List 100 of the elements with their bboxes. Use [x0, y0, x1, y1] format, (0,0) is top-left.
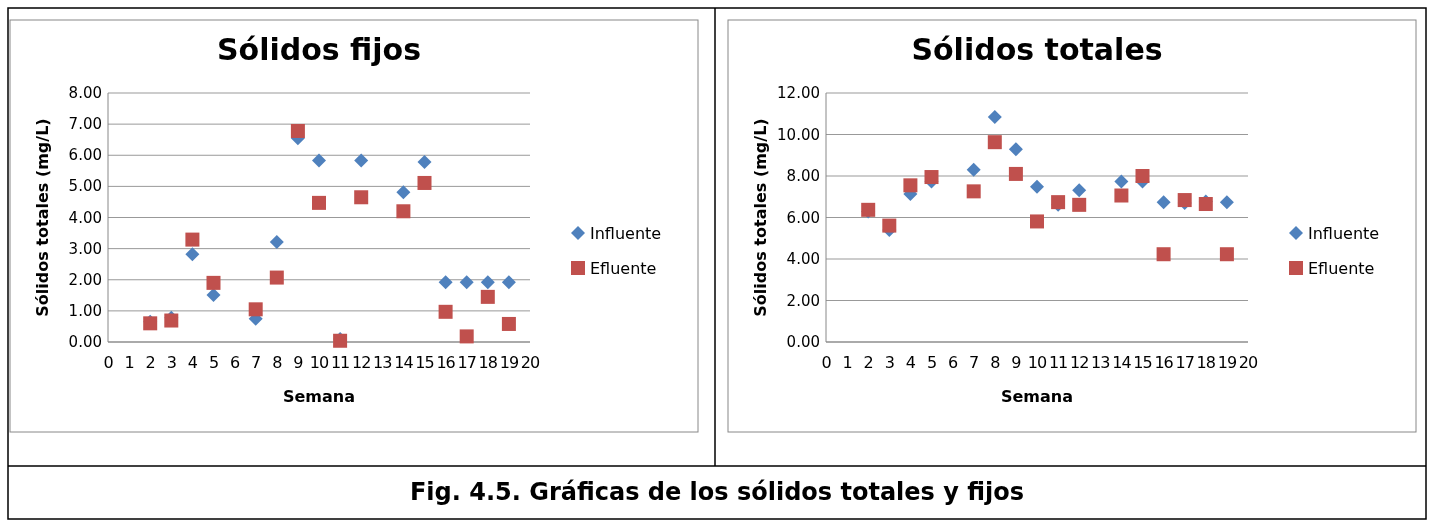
point	[1135, 169, 1150, 183]
y-tick-label: 1.00	[68, 301, 102, 320]
x-tick-label: 9	[1011, 353, 1022, 372]
y-tick-label: 3.00	[68, 239, 102, 258]
y-tick-label: 8.00	[68, 84, 102, 102]
x-tick-label: 11	[330, 353, 350, 372]
x-tick-label: 14	[1112, 353, 1132, 372]
legend-label: Efluente	[590, 259, 657, 278]
x-tick-label: 5	[208, 353, 219, 372]
x-tick-label: 16	[436, 353, 456, 372]
point	[1156, 195, 1171, 210]
y-tick-label: 10.00	[777, 125, 820, 144]
x-tick-label: 3	[166, 353, 176, 372]
y-tick-label: 8.00	[786, 167, 820, 185]
point	[185, 232, 200, 247]
y-tick-label: 6.00	[68, 146, 102, 165]
point	[987, 110, 1002, 125]
x-tick-label: 12	[352, 353, 371, 372]
x-tick-label: 16	[1154, 353, 1174, 372]
point	[417, 175, 432, 190]
x-tick-label: 8	[272, 353, 283, 372]
y-tick-label: 4.00	[786, 250, 820, 268]
point	[1156, 247, 1171, 262]
point	[1008, 166, 1023, 181]
point	[480, 289, 495, 304]
x-tick-label: 13	[1091, 353, 1110, 372]
point	[438, 275, 453, 290]
x-tick-label: 12	[1070, 353, 1089, 372]
x-tick-label: 7	[969, 353, 979, 372]
y-tick-label: 0.00	[68, 333, 102, 351]
point	[312, 195, 326, 210]
y-tick-label: 0.00	[786, 333, 820, 351]
point	[966, 184, 981, 199]
point	[396, 204, 411, 219]
point	[269, 270, 284, 285]
x-tick-label: 8	[990, 353, 1001, 372]
x-axis-title: Semana	[1000, 387, 1074, 406]
y-tick-label: 2.00	[786, 291, 820, 310]
point	[354, 190, 369, 205]
x-tick-label: 0	[821, 353, 832, 372]
point	[987, 135, 1002, 150]
x-tick-label: 10	[309, 353, 329, 372]
point	[501, 275, 516, 290]
x-tick-label: 1	[124, 353, 134, 372]
point	[501, 316, 516, 331]
point	[1008, 142, 1023, 157]
legend-label: Influente	[590, 224, 662, 243]
y-axis-title: Sólidos totales (mg/L)	[33, 118, 52, 317]
point	[1219, 195, 1234, 210]
x-tick-label: 4	[905, 353, 916, 372]
point	[882, 218, 897, 233]
legend-label: Influente	[1308, 224, 1380, 243]
y-axis-title: Sólidos totales (mg/L)	[751, 118, 770, 317]
x-tick-label: 15	[1133, 353, 1152, 372]
chart-title: Sólidos totales	[911, 32, 1163, 67]
caption: Fig. 4.5. Gráficas de los sólidos totales y fijos	[409, 478, 1025, 506]
point	[396, 185, 411, 200]
point	[1114, 174, 1129, 189]
x-tick-label: 18	[478, 353, 498, 372]
y-tick-label: 7.00	[68, 115, 102, 134]
x-tick-label: 2	[145, 353, 155, 372]
point	[1114, 188, 1129, 203]
x-tick-label: 0	[103, 353, 114, 372]
point	[1030, 214, 1044, 229]
point	[1072, 183, 1087, 198]
point	[459, 329, 474, 344]
x-tick-label: 18	[1196, 353, 1216, 372]
point	[438, 304, 453, 319]
x-tick-label: 17	[457, 353, 476, 372]
chart-title: Sólidos fijos	[216, 32, 422, 67]
y-tick-label: 6.00	[786, 208, 820, 227]
point	[290, 123, 305, 138]
point	[1030, 179, 1044, 194]
x-tick-label: 20	[1238, 353, 1258, 372]
x-tick-label: 15	[415, 353, 434, 372]
x-tick-label: 9	[293, 353, 304, 372]
point	[269, 235, 284, 250]
x-tick-label: 2	[863, 353, 873, 372]
x-tick-label: 7	[251, 353, 261, 372]
y-tick-label: 4.00	[68, 208, 102, 227]
point	[248, 302, 263, 317]
point	[1219, 247, 1234, 262]
point	[1072, 197, 1087, 212]
point	[312, 153, 326, 168]
x-tick-label: 6	[230, 353, 241, 372]
y-tick-label: 12.00	[777, 84, 820, 102]
x-tick-label: 3	[884, 353, 894, 372]
x-tick-label: 19	[1217, 353, 1237, 372]
x-axis-title: Semana	[282, 387, 356, 406]
point	[354, 153, 369, 168]
point	[459, 275, 474, 290]
point	[966, 162, 981, 177]
x-tick-label: 14	[394, 353, 414, 372]
x-tick-label: 6	[948, 353, 959, 372]
point	[417, 155, 432, 170]
x-tick-label: 11	[1048, 353, 1068, 372]
point	[206, 275, 221, 290]
x-tick-label: 19	[499, 353, 519, 372]
point	[924, 170, 939, 185]
y-tick-label: 2.00	[68, 270, 102, 289]
